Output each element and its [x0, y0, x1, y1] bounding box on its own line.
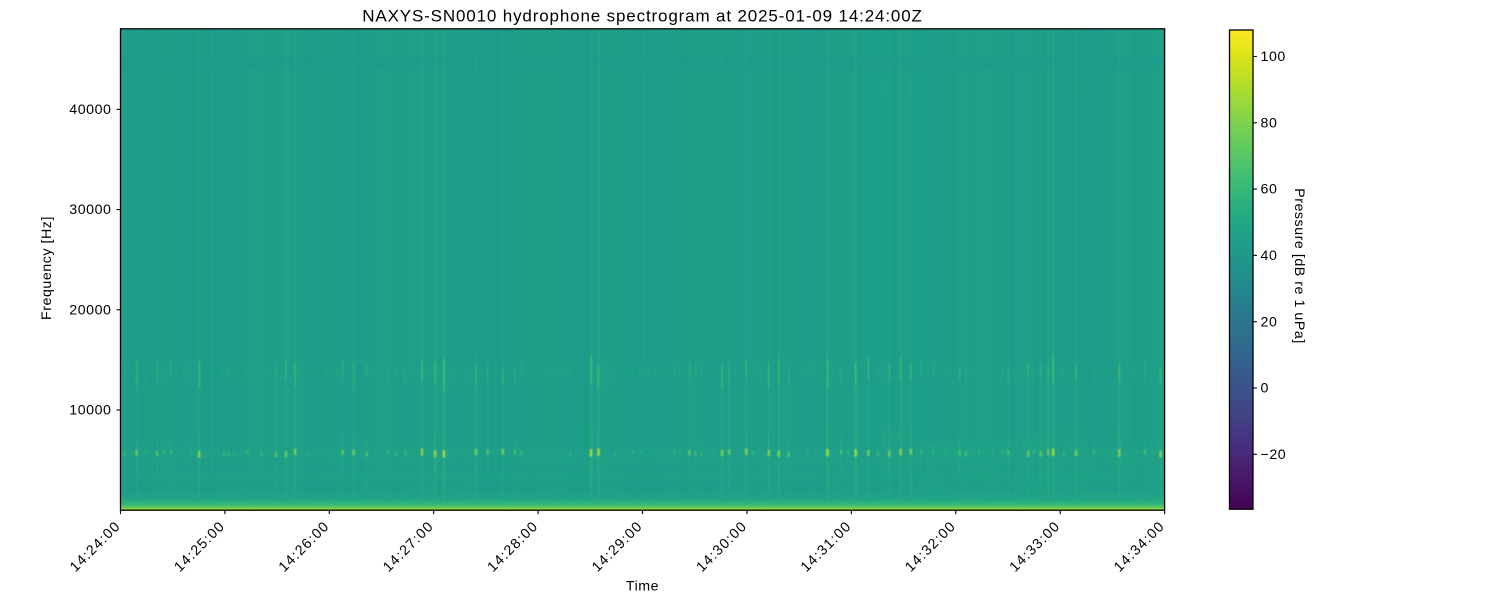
svg-text:20: 20 [1261, 314, 1278, 330]
svg-text:100: 100 [1261, 49, 1286, 65]
svg-text:−20: −20 [1261, 447, 1287, 463]
svg-text:20000: 20000 [69, 302, 111, 318]
svg-text:Time: Time [626, 579, 659, 595]
svg-text:Frequency [Hz]: Frequency [Hz] [39, 216, 55, 320]
svg-text:80: 80 [1261, 115, 1278, 131]
svg-text:10000: 10000 [69, 403, 111, 419]
svg-text:40000: 40000 [69, 102, 111, 118]
svg-text:40: 40 [1261, 248, 1278, 264]
svg-text:NAXYS-SN0010 hydrophone spectr: NAXYS-SN0010 hydrophone spectrogram at 2… [362, 7, 922, 26]
svg-text:30000: 30000 [69, 202, 111, 218]
svg-text:0: 0 [1261, 381, 1269, 397]
svg-text:Pressure [dB re 1 uPa]: Pressure [dB re 1 uPa] [1291, 188, 1307, 344]
svg-text:60: 60 [1261, 182, 1278, 198]
